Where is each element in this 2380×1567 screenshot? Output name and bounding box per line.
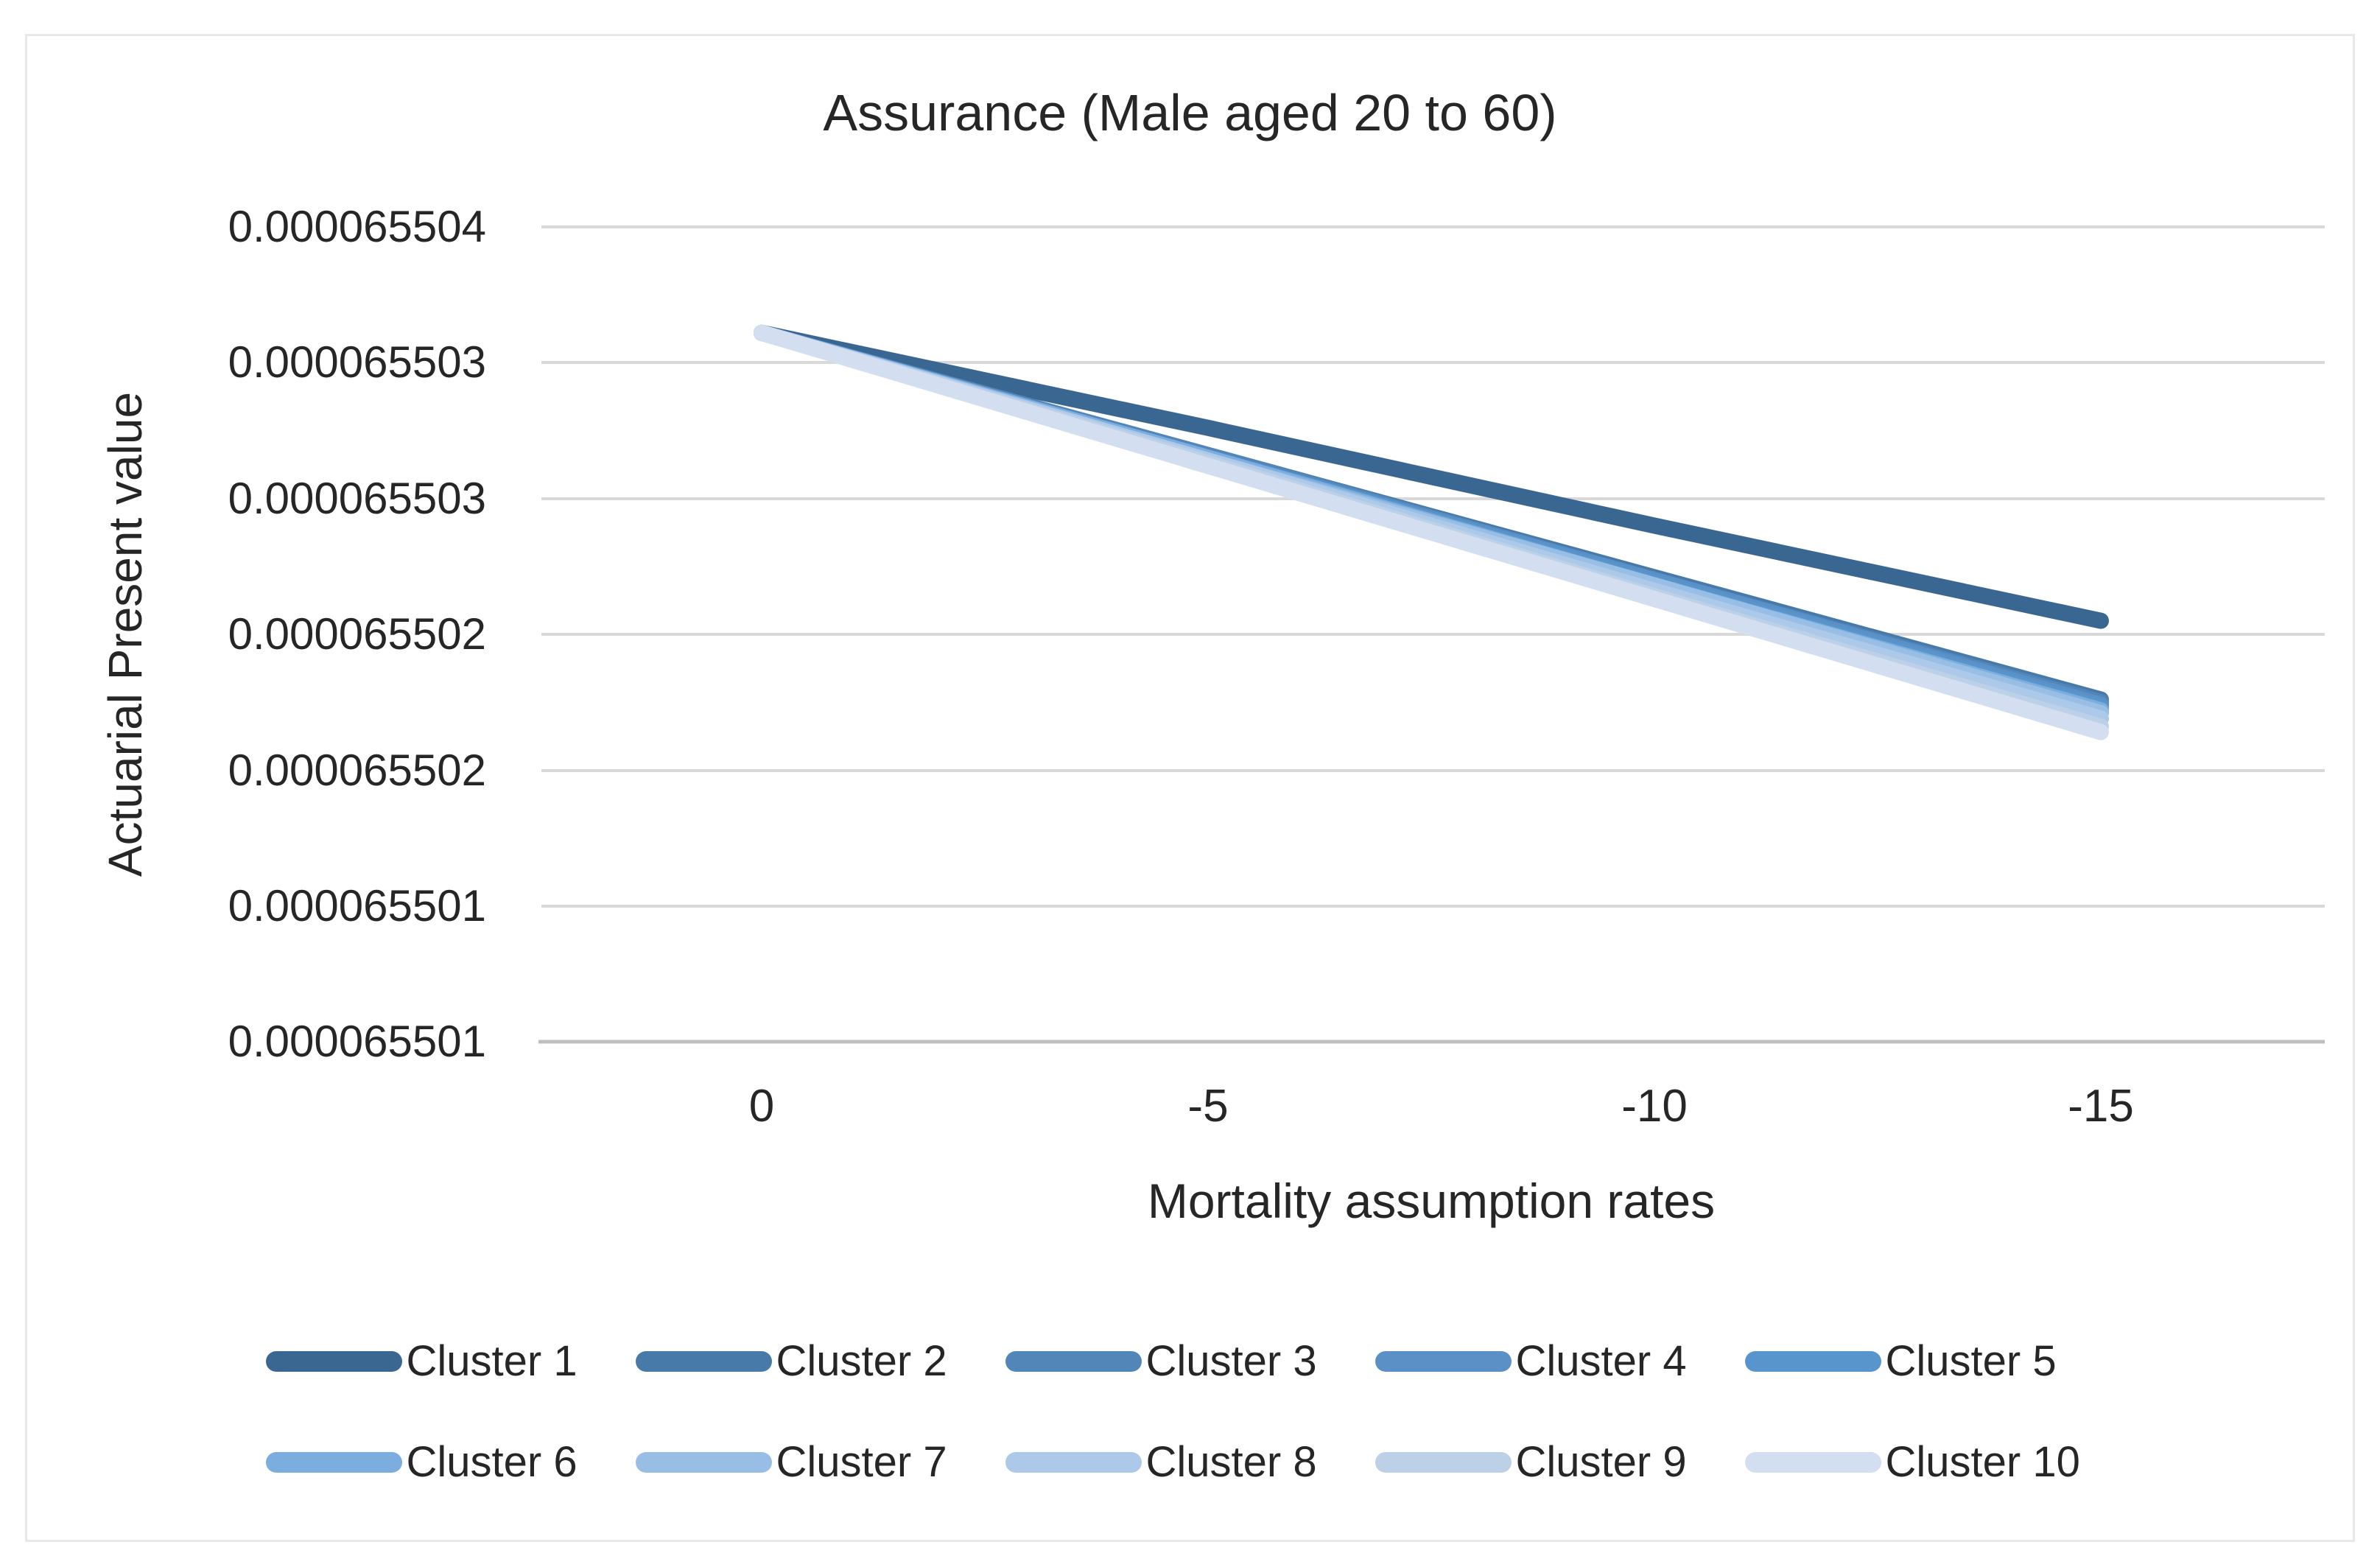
legend-row-2: Cluster 6 Cluster 7 Cluster 8 Cluster 9 … bbox=[0, 1436, 2380, 1489]
legend-item-cluster-5: Cluster 5 bbox=[1744, 1335, 2115, 1388]
legend-swatch-cluster-10 bbox=[1744, 1452, 1881, 1473]
y-tick-label: 0.000065503 bbox=[228, 337, 486, 387]
legend-item-cluster-6: Cluster 6 bbox=[265, 1436, 636, 1489]
legend-item-cluster-8: Cluster 8 bbox=[1005, 1436, 1375, 1489]
legend-label-cluster-1: Cluster 1 bbox=[406, 1337, 578, 1385]
legend-item-cluster-1: Cluster 1 bbox=[265, 1335, 636, 1388]
x-tick-label: -15 bbox=[2068, 1081, 2134, 1132]
legend-label-cluster-7: Cluster 7 bbox=[776, 1438, 947, 1486]
legend-label-cluster-8: Cluster 8 bbox=[1145, 1438, 1317, 1486]
y-axis-title: Actuarial Present value bbox=[99, 391, 152, 877]
legend-swatch-cluster-4 bbox=[1375, 1351, 1512, 1372]
y-tick-label: 0.000065502 bbox=[228, 746, 486, 795]
chart-border bbox=[25, 34, 2355, 1542]
legend-row-1: Cluster 1 Cluster 2 Cluster 3 Cluster 4 … bbox=[0, 1335, 2380, 1388]
y-tick-label: 0.000065502 bbox=[228, 609, 486, 659]
legend-swatch-cluster-5 bbox=[1744, 1351, 1881, 1372]
legend-label-cluster-3: Cluster 3 bbox=[1145, 1337, 1317, 1385]
legend-label-cluster-6: Cluster 6 bbox=[406, 1438, 578, 1486]
legend-swatch-cluster-1 bbox=[265, 1351, 402, 1372]
y-tick-label: 0.000065503 bbox=[228, 474, 486, 523]
legend-label-cluster-5: Cluster 5 bbox=[1885, 1337, 2057, 1385]
legend-item-cluster-10: Cluster 10 bbox=[1744, 1436, 2115, 1489]
legend-label-cluster-4: Cluster 4 bbox=[1515, 1337, 1687, 1385]
legend-swatch-cluster-6 bbox=[265, 1452, 402, 1473]
x-tick-label: -10 bbox=[1621, 1081, 1688, 1132]
x-axis-title: Mortality assumption rates bbox=[1147, 1174, 1716, 1228]
series-lines bbox=[754, 324, 2109, 740]
legend-item-cluster-9: Cluster 9 bbox=[1375, 1436, 1745, 1489]
legend-swatch-cluster-3 bbox=[1005, 1351, 1142, 1372]
legend-swatch-cluster-7 bbox=[635, 1452, 772, 1473]
legend-swatch-cluster-9 bbox=[1375, 1452, 1512, 1473]
legend-item-cluster-7: Cluster 7 bbox=[635, 1436, 1005, 1489]
series-line-cluster-10 bbox=[754, 324, 2109, 740]
legend-item-cluster-3: Cluster 3 bbox=[1005, 1335, 1375, 1388]
x-tick-label: 0 bbox=[748, 1081, 775, 1132]
legend-label-cluster-2: Cluster 2 bbox=[776, 1337, 947, 1385]
legend-label-cluster-9: Cluster 9 bbox=[1515, 1438, 1687, 1486]
legend-item-cluster-4: Cluster 4 bbox=[1375, 1335, 1745, 1388]
legend-item-cluster-2: Cluster 2 bbox=[635, 1335, 1005, 1388]
x-tick-label: -5 bbox=[1187, 1081, 1229, 1132]
chart-title: Assurance (Male aged 20 to 60) bbox=[823, 84, 1557, 141]
y-tick-label: 0.000065501 bbox=[228, 1017, 486, 1066]
legend-swatch-cluster-8 bbox=[1005, 1452, 1142, 1473]
y-tick-label: 0.000065504 bbox=[228, 202, 486, 251]
series-line-cluster-1 bbox=[754, 324, 2109, 629]
legend-label-cluster-10: Cluster 10 bbox=[1885, 1438, 2080, 1486]
y-tick-label: 0.000065501 bbox=[228, 881, 486, 930]
legend-swatch-cluster-2 bbox=[635, 1351, 772, 1372]
